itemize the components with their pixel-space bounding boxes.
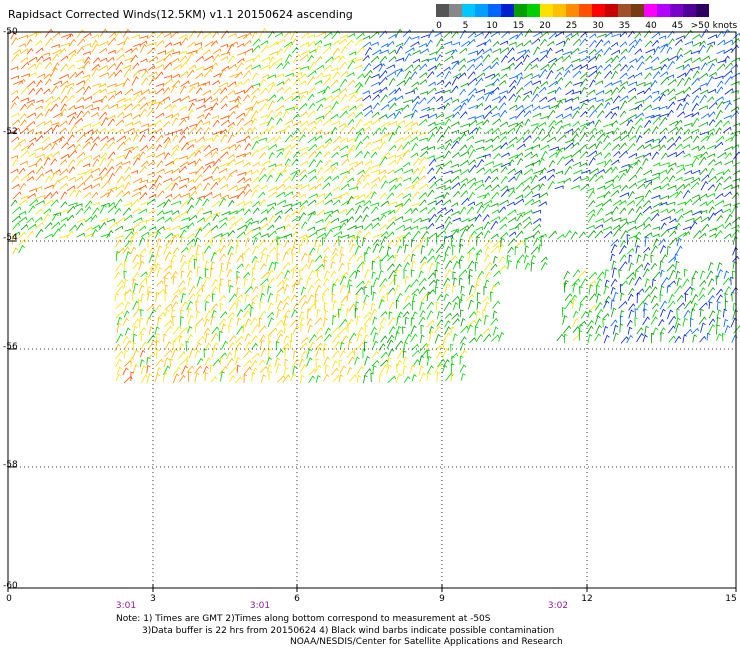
map-title: Rapidsact Corrected Winds(12.5KM) v1.1 2… <box>8 8 353 21</box>
legend-label: 0 <box>436 21 442 31</box>
legend-swatch <box>527 4 540 17</box>
lat-label-54: -54 <box>3 233 18 243</box>
legend-label: 5 <box>462 21 469 31</box>
wind-speed-legend: 0 5 10 15 20 25 30 35 40 45 >50 knots <box>436 4 738 34</box>
lon-label-3: 3 <box>150 594 156 604</box>
legend-swatch <box>553 4 566 17</box>
legend-swatch <box>657 4 670 17</box>
legend-swatch <box>631 4 644 17</box>
legend-swatch <box>696 4 709 17</box>
legend-swatch <box>540 4 553 17</box>
note-line-2: 3)Data buffer is 22 hrs from 20150624 4)… <box>142 626 555 636</box>
pass-time-3: 3:02 <box>547 601 569 611</box>
grid-lines <box>7 31 737 592</box>
legend-swatch <box>488 4 501 17</box>
legend-swatch <box>436 4 449 17</box>
legend-swatches <box>436 4 709 17</box>
legend-label: 35 <box>618 21 631 31</box>
lon-label-12: 12 <box>581 594 593 604</box>
legend-swatch <box>683 4 696 17</box>
legend-swatch <box>501 4 514 17</box>
legend-swatch <box>618 4 631 17</box>
lon-label-9: 9 <box>439 594 445 604</box>
legend-swatch <box>644 4 657 17</box>
lat-label-56: -56 <box>3 342 18 352</box>
legend-swatch <box>449 4 462 17</box>
legend-label: >50 knots <box>690 21 738 31</box>
lat-label-52: -52 <box>3 127 18 137</box>
legend-swatch <box>514 4 527 17</box>
lat-label-60: -60 <box>3 581 18 591</box>
legend-swatch <box>592 4 605 17</box>
legend-swatch <box>579 4 592 17</box>
wind-barbs <box>10 28 740 384</box>
legend-label: 15 <box>512 21 525 31</box>
legend-swatch <box>462 4 475 17</box>
lon-label-6: 6 <box>294 594 300 604</box>
legend-label: 45 <box>671 21 684 31</box>
lon-label-0: 0 <box>6 594 12 604</box>
lat-label-50: -50 <box>3 27 18 37</box>
note-line-1: Note: 1) Times are GMT 2)Times along bot… <box>116 614 491 624</box>
legend-label: 25 <box>565 21 578 31</box>
map-frame <box>7 31 737 589</box>
legend-label: 30 <box>592 21 604 31</box>
lat-label-58: -58 <box>3 460 18 470</box>
legend-swatch <box>670 4 683 17</box>
legend-swatch <box>605 4 618 17</box>
legend-label: 10 <box>486 21 498 31</box>
legend-label: 20 <box>539 21 551 31</box>
pass-time-1: 3:01 <box>115 601 137 611</box>
pass-time-2: 3:01 <box>249 601 271 611</box>
legend-swatch <box>475 4 488 17</box>
note-line-3: NOAA/NESDIS/Center for Satellite Applica… <box>290 637 563 647</box>
lon-label-15: 15 <box>725 594 737 604</box>
legend-swatch <box>566 4 579 17</box>
legend-label: 40 <box>645 21 657 31</box>
